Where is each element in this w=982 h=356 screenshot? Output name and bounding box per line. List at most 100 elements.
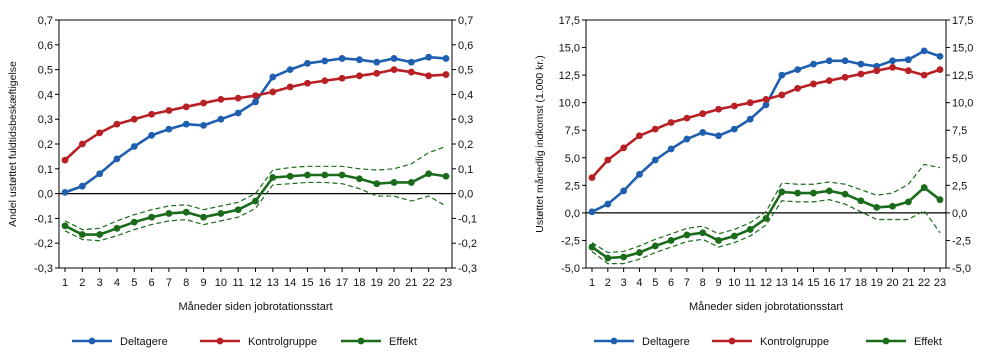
data-point-effekt [715, 237, 722, 244]
data-point-effekt [683, 231, 691, 239]
data-point-deltagere [904, 56, 912, 64]
data-point-kontrolgruppe [904, 67, 912, 75]
data-point-deltagere [61, 188, 69, 196]
x-tick-label: 8 [183, 277, 189, 289]
data-point-deltagere [356, 56, 363, 64]
data-point-kontrolgruppe [442, 71, 450, 78]
data-point-kontrolgruppe [356, 72, 363, 80]
x-tick-label: 5 [131, 277, 137, 289]
data-point-deltagere [286, 66, 294, 73]
data-point-deltagere [96, 170, 104, 178]
x-tick-label: 6 [149, 277, 155, 289]
data-point-kontrolgruppe [667, 119, 675, 126]
x-tick-label: 7 [166, 277, 172, 289]
data-point-deltagere [746, 115, 754, 123]
y-tick-label-left: 10,0 [559, 98, 580, 110]
data-point-effekt [936, 196, 944, 204]
y-tick-label-right: 0,3 [458, 114, 473, 126]
data-point-deltagere [588, 208, 596, 216]
data-point-effekt [588, 243, 596, 251]
y-tick-label-right: 17,5 [952, 15, 973, 27]
data-point-deltagere [889, 57, 896, 65]
data-point-kontrolgruppe [873, 67, 881, 75]
x-tick-label: 13 [267, 277, 279, 289]
data-point-effekt [165, 210, 173, 217]
x-tick-label: 15 [301, 277, 313, 289]
legend-label-deltagere: Deltagere [120, 336, 168, 348]
ci-upper-line [64, 145, 447, 231]
y-tick-label-right: 0,6 [458, 40, 473, 52]
data-point-deltagere [841, 57, 849, 65]
data-point-effekt [373, 180, 381, 188]
legend-marker-effekt [357, 337, 365, 345]
data-point-effekt [857, 197, 865, 205]
y-tick-label-right: 0,1 [458, 164, 473, 176]
series-line-kontrolgruppe [64, 68, 447, 162]
data-point-kontrolgruppe [620, 144, 628, 152]
x-tick-label: 14 [284, 277, 296, 289]
legend-marker-kontrolgruppe [728, 337, 736, 345]
data-point-deltagere [920, 47, 928, 55]
x-tick-label: 21 [405, 277, 417, 289]
data-point-kontrolgruppe [604, 156, 612, 164]
data-point-deltagere [667, 145, 675, 153]
x-tick-label: 11 [744, 277, 755, 289]
data-point-kontrolgruppe [841, 73, 849, 81]
data-point-kontrolgruppe [588, 174, 596, 182]
y-tick-label-right: 0,0 [458, 189, 473, 201]
x-tick-label: 20 [388, 277, 400, 289]
y-tick-label-right: 5,0 [952, 153, 967, 165]
data-point-deltagere [182, 120, 190, 128]
data-point-deltagere [78, 182, 86, 190]
y-tick-label-left: 7,5 [565, 125, 580, 137]
data-point-effekt [321, 171, 329, 179]
data-point-deltagere [165, 125, 173, 133]
plot-frame [585, 19, 947, 269]
data-point-effekt [234, 206, 242, 214]
data-point-kontrolgruppe [148, 110, 155, 118]
y-tick-label-left: 0,0 [565, 208, 580, 220]
data-point-effekt [442, 172, 450, 180]
data-point-kontrolgruppe [920, 71, 928, 79]
data-point-kontrolgruppe [810, 80, 817, 88]
legend-label-effekt: Effekt [389, 336, 417, 348]
data-point-effekt [200, 213, 207, 221]
series-line-deltagere [591, 49, 941, 213]
data-point-deltagere [321, 57, 329, 65]
x-tick-label: 12 [249, 277, 261, 289]
y-tick-label-left: 0,2 [38, 139, 53, 151]
y-tick-label-right: 0,5 [458, 65, 473, 77]
data-point-kontrolgruppe [78, 140, 86, 148]
x-tick-label: 1 [62, 277, 68, 289]
y-tick-label-left: 5,0 [565, 153, 580, 165]
chart-panel-2: -5,0 -5,0 -2,5 -2,5 0,0 0,0 2,5 2,5 5,0 5,0 7,5 7,5… [534, 15, 973, 348]
data-point-kontrolgruppe [390, 66, 398, 73]
legend-label-kontrolgruppe: Kontrolgruppe [248, 336, 317, 348]
data-point-deltagere [620, 187, 628, 195]
data-point-effekt [286, 172, 294, 180]
x-tick-label: 10 [215, 277, 227, 289]
y-tick-label-right: 12,5 [952, 70, 973, 82]
data-point-kontrolgruppe [651, 125, 659, 133]
y-tick-label-left: -2,5 [561, 235, 580, 247]
y-tick-label-left: 2,5 [565, 180, 580, 192]
data-point-deltagere [825, 57, 833, 65]
y-tick-label-left: 0,3 [38, 114, 53, 126]
x-tick-label: 11 [232, 277, 243, 289]
data-point-kontrolgruppe [286, 83, 294, 91]
data-point-kontrolgruppe [252, 92, 259, 100]
legend-label-kontrolgruppe: Kontrolgruppe [760, 336, 829, 348]
x-tick-label: 4 [114, 277, 120, 289]
data-point-kontrolgruppe [269, 88, 277, 96]
y-tick-label-left: -5,0 [561, 263, 580, 275]
x-axis-label: Måneder siden jobrotationsstart [689, 301, 843, 313]
data-point-effekt [889, 202, 896, 210]
data-point-kontrolgruppe [825, 77, 833, 85]
y-tick-label-right: 2,5 [952, 180, 967, 192]
y-tick-label-right: 0,0 [952, 208, 967, 220]
x-tick-label: 22 [918, 277, 930, 289]
y-tick-label-right: 0,2 [458, 139, 473, 151]
data-point-kontrolgruppe [321, 77, 329, 85]
ci-lower-line [591, 199, 941, 265]
